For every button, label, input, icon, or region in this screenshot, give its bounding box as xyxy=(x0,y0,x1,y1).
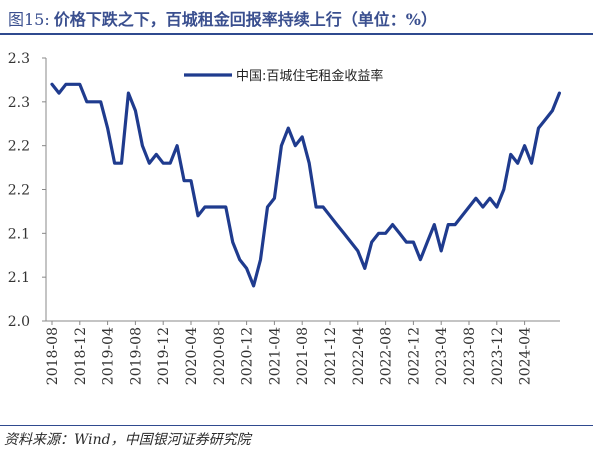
y-tick-label: 2.1 xyxy=(8,270,30,286)
figure-label: 图15: xyxy=(8,10,50,29)
y-axis: 2.3 2.3 2.2 2.2 2.1 2.1 2.0 xyxy=(8,51,47,330)
x-tick-label: 2023-08 xyxy=(462,327,478,385)
line-chart: 2.3 2.3 2.2 2.2 2.1 2.1 2.0 2018-08 2018-12 2019… xyxy=(8,51,562,385)
y-tick-label: 2.3 xyxy=(8,51,30,67)
x-tick-label: 2020-08 xyxy=(212,327,228,385)
x-tick-label: 2018-08 xyxy=(45,327,61,385)
series-layer xyxy=(50,82,562,288)
x-tick-label: 2019-08 xyxy=(128,327,144,385)
title-divider xyxy=(0,33,593,35)
y-tick-label: 2.2 xyxy=(8,183,30,199)
footer-divider xyxy=(0,425,593,426)
x-tick-label: 2021-12 xyxy=(323,327,339,385)
legend-label: 中国:百城住宅租金收益率 xyxy=(236,68,383,84)
x-tick-label: 2024-04 xyxy=(518,327,534,385)
x-tick-label: 2021-04 xyxy=(267,327,283,385)
chart-title: 价格下跌之下，百城租金回报率持续上行（单位：%） xyxy=(53,10,437,29)
y-tick-label: 2.1 xyxy=(8,226,30,242)
x-tick-label: 2019-04 xyxy=(101,327,117,385)
x-tick-label: 2020-04 xyxy=(184,327,200,385)
x-tick-label: 2023-04 xyxy=(434,327,450,385)
legend: 中国:百城住宅租金收益率 xyxy=(184,68,383,84)
y-tick-label: 2.0 xyxy=(8,314,30,330)
x-tick-label: 2021-08 xyxy=(295,327,311,385)
figure-title: 图15: 价格下跌之下，百城租金回报率持续上行（单位：%） xyxy=(8,6,585,30)
x-tick-label: 2022-08 xyxy=(379,327,395,385)
y-tick-label: 2.2 xyxy=(8,139,30,155)
source-note: 资料来源：Wind，中国银河证券研究院 xyxy=(4,432,251,448)
x-tick-label: 2022-12 xyxy=(406,327,422,385)
x-tick-label: 2023-12 xyxy=(490,327,506,385)
series-line xyxy=(50,82,562,288)
x-axis: 2018-08 2018-12 2019-04 2019-08 2019-12 2020-… xyxy=(45,320,560,385)
x-tick-label: 2019-12 xyxy=(156,327,172,385)
x-tick-label: 2022-04 xyxy=(351,327,367,385)
y-tick-label: 2.3 xyxy=(8,95,30,111)
x-tick-label: 2018-12 xyxy=(73,327,89,385)
x-tick-label: 2020-12 xyxy=(240,327,256,385)
